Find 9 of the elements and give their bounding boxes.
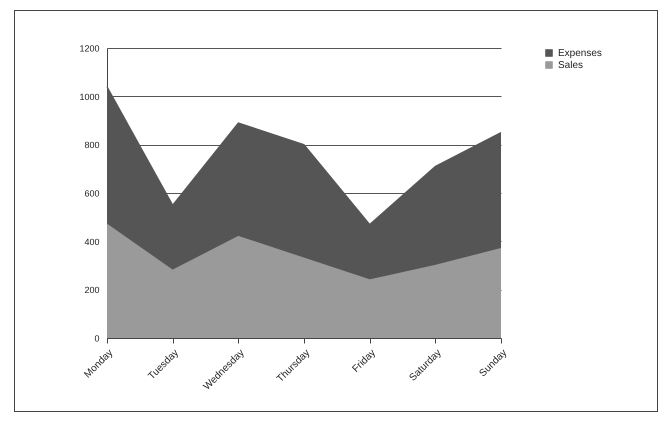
y-tick-label: 600 [84, 188, 100, 198]
y-tick-label: 1200 [79, 44, 100, 54]
y-tick-label: 1000 [79, 92, 100, 102]
legend-label: Expenses [558, 48, 602, 59]
y-tick-label: 200 [84, 285, 100, 296]
y-tick-label: 800 [84, 140, 100, 150]
legend-label: Sales [558, 60, 584, 71]
y-tick-label: 400 [84, 236, 100, 247]
y-tick-label: 0 [94, 334, 100, 344]
